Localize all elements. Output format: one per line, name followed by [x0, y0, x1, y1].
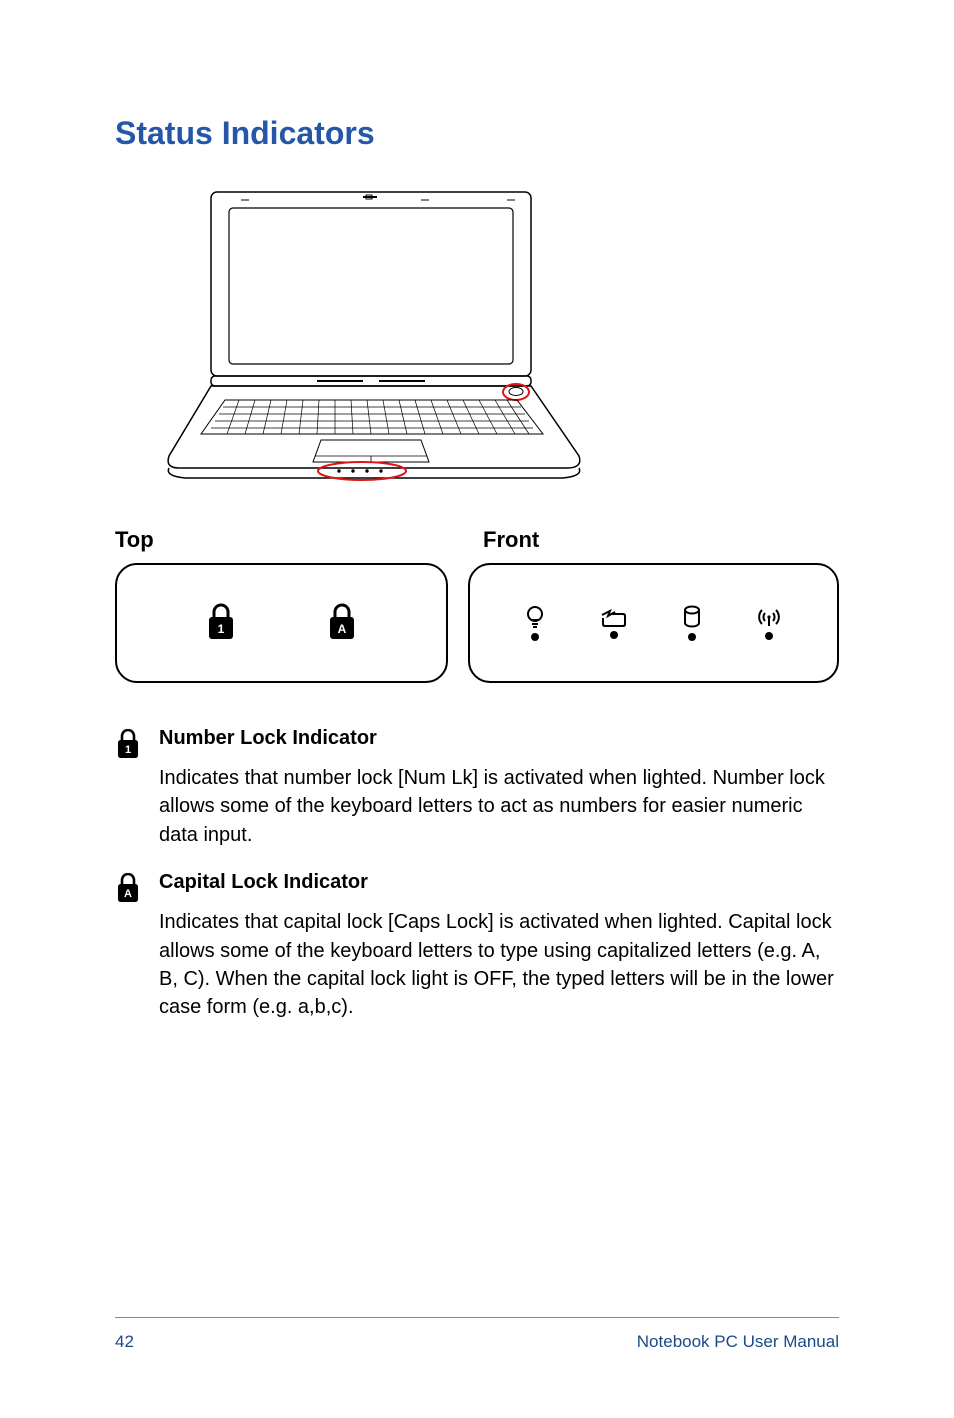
indicator-dot [765, 632, 773, 640]
section-caps-lock: A Capital Lock Indicator Indicates that … [115, 871, 839, 1022]
wireless-icon [755, 606, 783, 630]
section-title-caps: Capital Lock Indicator [159, 871, 839, 894]
battery-indicator [600, 607, 628, 639]
battery-icon [600, 607, 628, 629]
panel-front [468, 563, 839, 683]
panel-labels-row: Top Front [115, 527, 839, 553]
footer-title: Notebook PC User Manual [637, 1332, 839, 1352]
power-indicator [524, 605, 546, 641]
svg-text:A: A [124, 888, 132, 900]
section-title-num: Number Lock Indicator [159, 727, 839, 750]
page-heading: Status Indicators [115, 115, 839, 152]
page-footer: 42 Notebook PC User Manual [115, 1317, 839, 1352]
caps-lock-icon: A [325, 603, 359, 643]
indicator-dot [531, 633, 539, 641]
svg-text:A: A [338, 622, 347, 636]
indicator-panels: 1 A [115, 563, 839, 683]
panel-top: 1 A [115, 563, 448, 683]
drive-icon [682, 605, 702, 631]
label-front: Front [483, 527, 539, 553]
section-text-caps: Indicates that capital lock [Caps Lock] … [159, 908, 839, 1022]
section-text-num: Indicates that number lock [Num Lk] is a… [159, 764, 839, 849]
section-icon-num-lock: 1 [115, 727, 145, 849]
num-lock-icon: 1 [204, 603, 238, 643]
drive-indicator [682, 605, 702, 641]
page-number: 42 [115, 1332, 134, 1352]
caps-lock-icon: A [115, 873, 141, 905]
section-icon-caps-lock: A [115, 871, 145, 1022]
section-num-lock: 1 Number Lock Indicator Indicates that n… [115, 727, 839, 849]
lightbulb-icon [524, 605, 546, 631]
wireless-indicator [755, 606, 783, 640]
page: Status Indicators [0, 0, 954, 1418]
num-lock-icon: 1 [115, 729, 141, 761]
laptop-diagram [167, 186, 599, 486]
svg-text:1: 1 [218, 622, 225, 636]
indicator-dot [610, 631, 618, 639]
label-top: Top [115, 527, 483, 553]
indicator-dot [688, 633, 696, 641]
svg-text:1: 1 [125, 744, 131, 756]
